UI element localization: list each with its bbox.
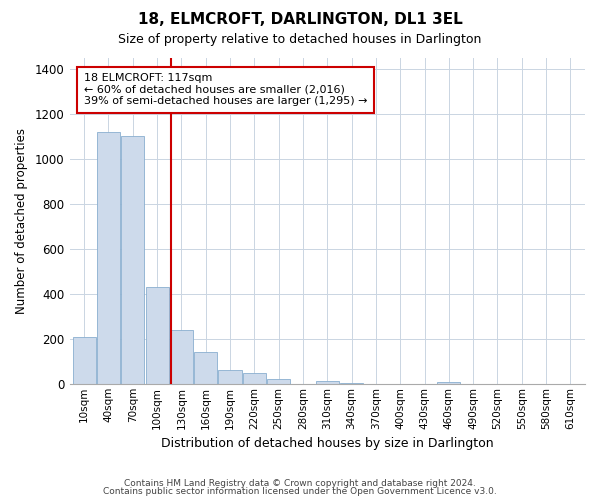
Bar [170,330,193,384]
Text: Size of property relative to detached houses in Darlington: Size of property relative to detached ho… [118,32,482,46]
Bar [121,136,145,384]
Bar [146,287,169,384]
Text: Contains public sector information licensed under the Open Government Licence v3: Contains public sector information licen… [103,488,497,496]
Y-axis label: Number of detached properties: Number of detached properties [15,128,28,314]
Bar [267,380,290,384]
Bar [437,382,460,384]
Bar [97,132,120,384]
Bar [218,370,242,384]
Bar [73,336,95,384]
Bar [316,380,339,384]
Bar [194,352,217,384]
X-axis label: Distribution of detached houses by size in Darlington: Distribution of detached houses by size … [161,437,494,450]
Text: 18 ELMCROFT: 117sqm
← 60% of detached houses are smaller (2,016)
39% of semi-det: 18 ELMCROFT: 117sqm ← 60% of detached ho… [84,74,368,106]
Text: 18, ELMCROFT, DARLINGTON, DL1 3EL: 18, ELMCROFT, DARLINGTON, DL1 3EL [137,12,463,28]
Bar [243,374,266,384]
Text: Contains HM Land Registry data © Crown copyright and database right 2024.: Contains HM Land Registry data © Crown c… [124,478,476,488]
Bar [340,383,363,384]
